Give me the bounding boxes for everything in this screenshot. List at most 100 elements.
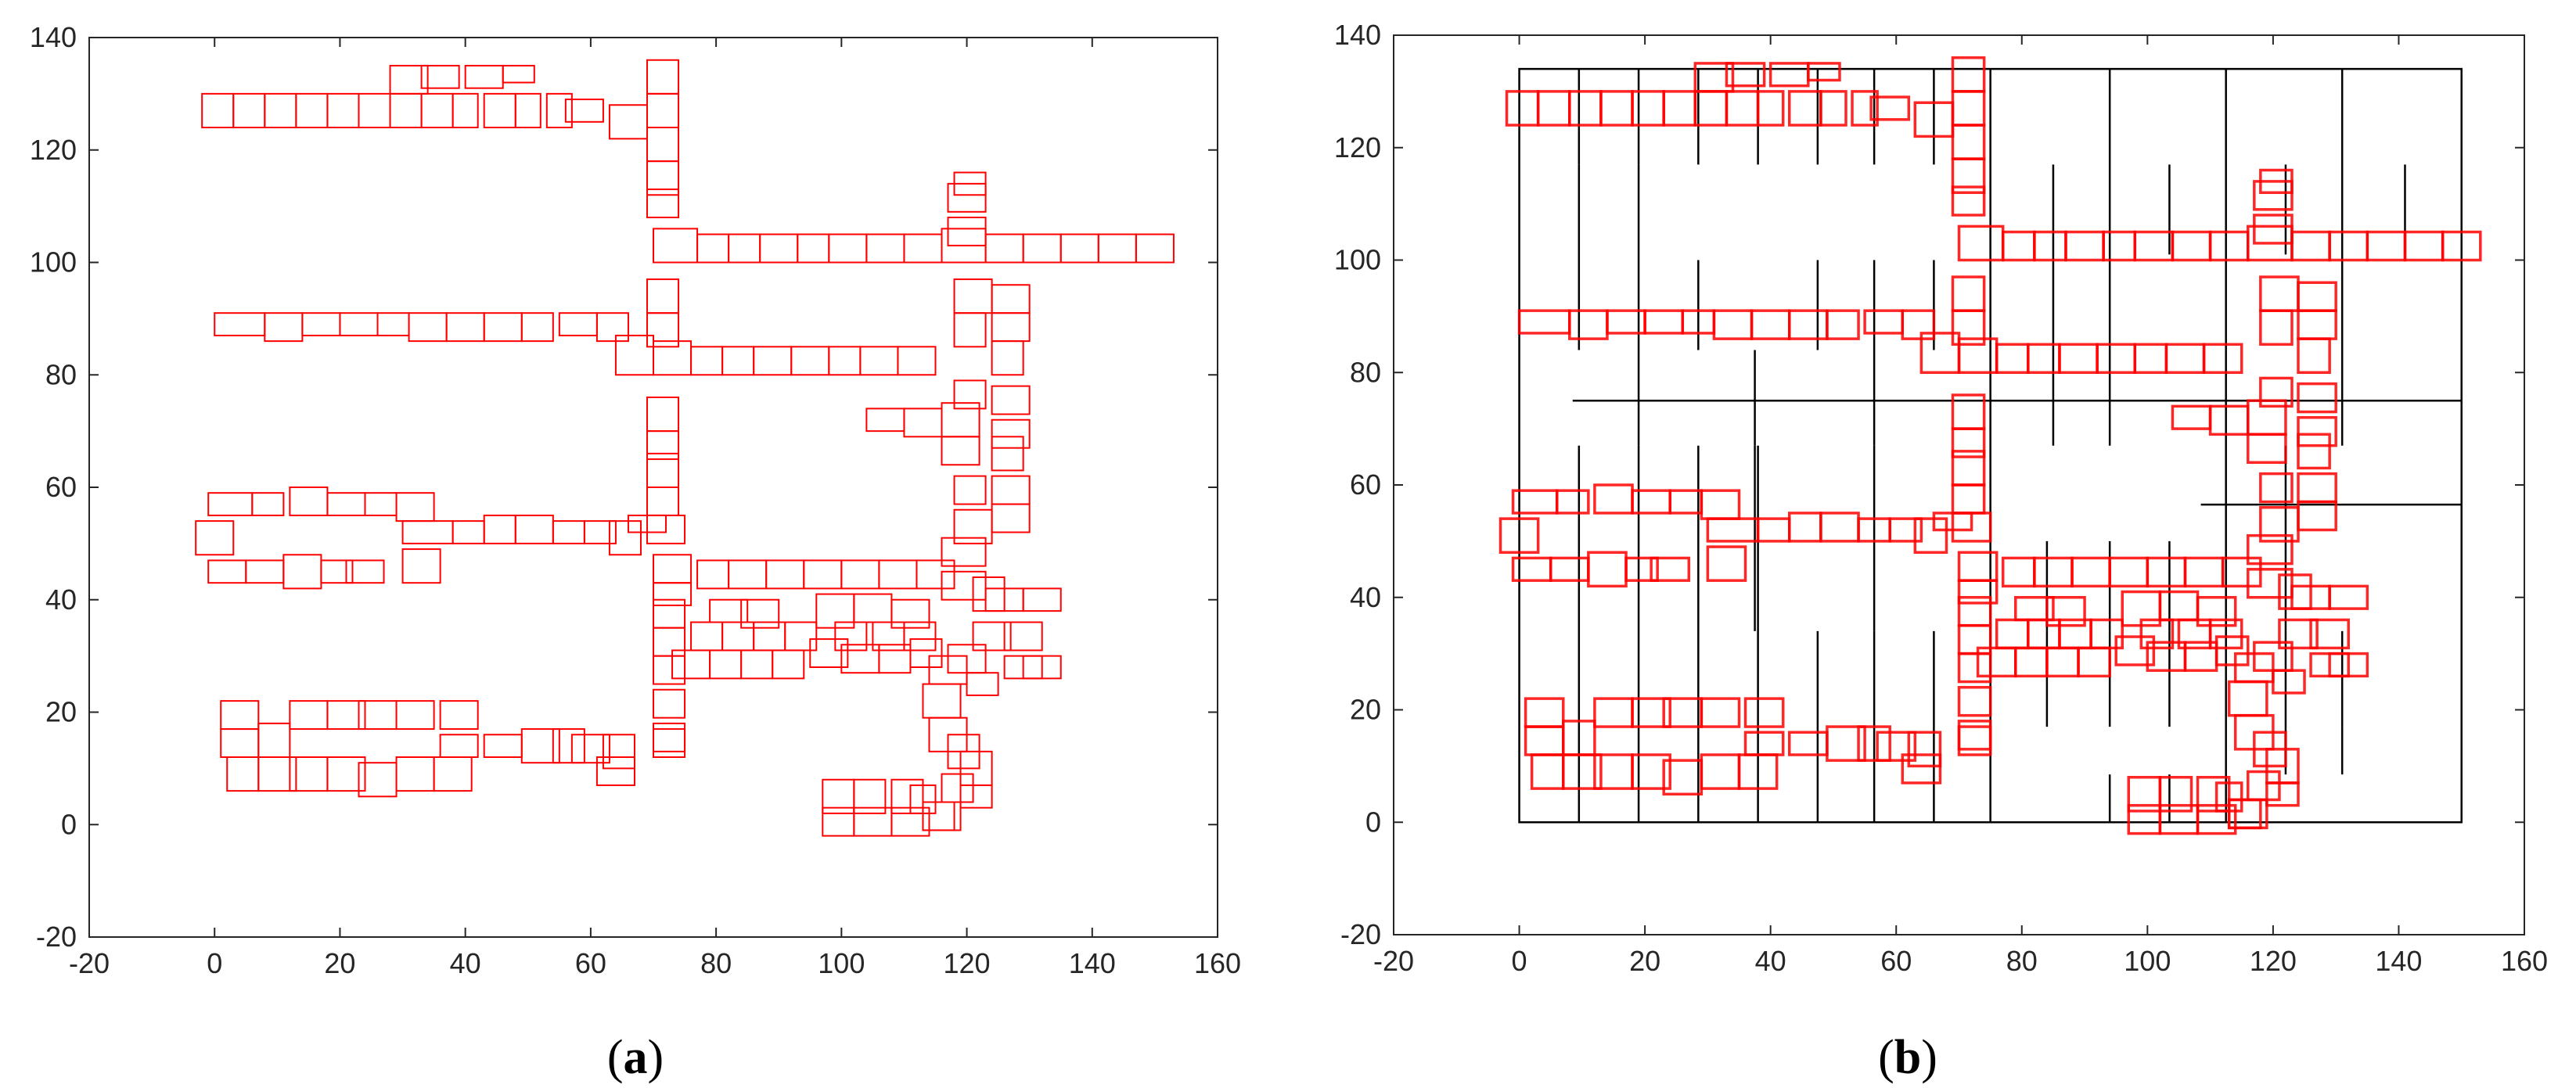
bounding-box — [1788, 512, 1822, 543]
bounding-box — [214, 312, 266, 336]
bounding-box — [1060, 233, 1099, 264]
bounding-box — [1951, 275, 1986, 312]
bounding-box — [959, 784, 993, 809]
bounding-box — [1700, 753, 1741, 790]
bounding-box — [1593, 483, 1634, 515]
bounding-box — [721, 346, 755, 376]
bounding-box — [570, 734, 610, 764]
bounding-box — [1725, 90, 1760, 127]
bounding-box — [2001, 556, 2036, 588]
bounding-box — [264, 92, 297, 128]
bounding-box — [420, 64, 460, 89]
bounding-box — [1549, 556, 1590, 582]
bounding-box — [326, 756, 366, 792]
x-tick-label: 60 — [1880, 945, 1912, 977]
bounding-box — [947, 217, 987, 246]
bounding-box — [2077, 646, 2111, 678]
x-tick-label: 40 — [1755, 945, 1786, 977]
bounding-box — [953, 171, 987, 196]
y-tick-label: 100 — [1334, 244, 1381, 276]
bounding-box — [2247, 433, 2287, 464]
bounding-box — [916, 559, 955, 590]
bounding-box — [2146, 556, 2187, 588]
bounding-box — [653, 627, 686, 657]
bounding-box — [264, 312, 304, 343]
bounding-box — [1593, 697, 1634, 728]
bounding-box — [452, 92, 479, 128]
bounding-box — [1562, 753, 1603, 790]
bounding-box — [401, 520, 454, 544]
bounding-box — [696, 559, 730, 590]
bounding-box — [520, 312, 554, 343]
bounding-box — [1568, 309, 1609, 340]
bounding-box — [784, 621, 818, 652]
bounding-box — [483, 92, 516, 128]
y-tick-label: -20 — [36, 921, 77, 953]
bounding-box — [646, 312, 680, 348]
bounding-box — [439, 700, 479, 731]
bounding-box — [803, 559, 843, 590]
bounding-box — [608, 104, 648, 140]
bounding-box — [395, 492, 435, 522]
bounding-box — [207, 559, 247, 584]
bounding-box — [753, 346, 793, 376]
bounding-box — [2058, 343, 2099, 374]
bounding-box — [2114, 635, 2156, 666]
bounding-box — [1768, 62, 1810, 88]
bounding-box — [395, 700, 435, 731]
bounding-box — [2328, 230, 2369, 262]
bounding-box — [2221, 556, 2262, 588]
bounding-box — [1568, 90, 1603, 127]
x-tick-label: 80 — [700, 947, 732, 979]
bounding-box — [1756, 517, 1791, 543]
bounding-box — [865, 233, 905, 264]
bounding-box — [953, 278, 993, 314]
bounding-box — [408, 312, 448, 343]
y-tick-label: 20 — [45, 696, 77, 728]
bounding-box — [2014, 646, 2049, 678]
bounding-box — [1788, 90, 1822, 127]
bounding-box — [201, 92, 235, 128]
bounding-box — [991, 340, 1024, 376]
bounding-box — [1876, 731, 1917, 762]
bounding-box — [2196, 776, 2231, 813]
bounding-box — [1957, 686, 1992, 717]
bounding-box — [220, 700, 260, 731]
bounding-box — [653, 228, 699, 264]
y-tick-label: -20 — [1340, 918, 1381, 950]
bounding-box — [2108, 556, 2150, 588]
bounding-box — [2202, 343, 2243, 374]
y-tick-label: 140 — [1334, 19, 1381, 51]
bounding-box — [953, 379, 987, 410]
bounding-box — [878, 559, 918, 590]
bounding-box — [2158, 590, 2200, 622]
bounding-box — [1951, 185, 1986, 217]
y-tick-label: 120 — [30, 134, 77, 166]
bounding-box — [433, 756, 473, 792]
bounding-box — [301, 312, 341, 336]
bounding-box — [865, 408, 905, 433]
bounding-box — [1650, 556, 1691, 582]
bounding-box — [295, 92, 329, 128]
bounding-box — [1743, 731, 1785, 756]
panel-b: -20 0 20 40 60 80 100 120 140 160 -20 0 20 40 60 80 100 1… — [1334, 19, 2548, 977]
bounding-box — [646, 127, 680, 163]
bounding-box — [1631, 753, 1671, 790]
bounding-box — [2045, 596, 2086, 627]
bounding-box — [289, 487, 329, 516]
bounding-box — [2227, 680, 2268, 717]
bounding-box — [1888, 517, 1923, 543]
bounding-box — [797, 233, 830, 264]
bounding-box — [671, 649, 711, 680]
panel-a-caption-letter: a — [624, 1031, 648, 1084]
y-tick-label: 60 — [1350, 469, 1381, 501]
bounding-box — [903, 408, 943, 438]
bounding-box — [1756, 90, 1785, 127]
bounding-box — [740, 598, 780, 629]
bounding-box — [653, 598, 686, 629]
bounding-box — [1957, 652, 1992, 684]
bounding-box — [1863, 309, 1904, 335]
bounding-box — [1951, 427, 1986, 458]
bounding-box — [627, 514, 667, 533]
panel-b-caption-letter: b — [1894, 1031, 1921, 1084]
